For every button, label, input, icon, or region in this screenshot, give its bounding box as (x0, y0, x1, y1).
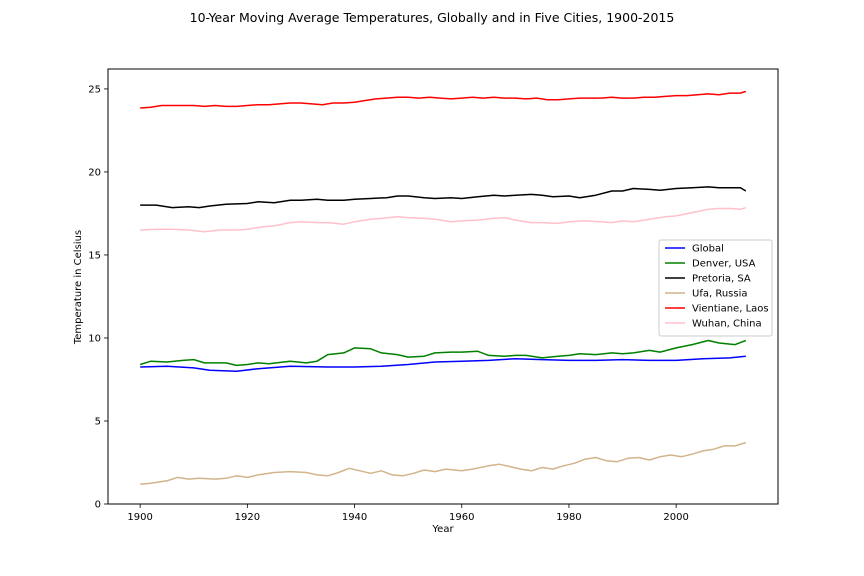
series-line-3 (140, 441, 747, 485)
series-line-2 (140, 186, 747, 209)
plot-frame (107, 68, 779, 505)
y-tick-label-4: 20 (88, 167, 101, 178)
y-axis-label: Temperature in Celsius (73, 230, 84, 345)
legend-label-1: Denver, USA (692, 259, 756, 270)
series-line-4 (140, 90, 747, 109)
legend: Global Denver, USA Pretoria, SA Ufa, Russia… (658, 239, 773, 337)
legend-label-0: Global (692, 244, 724, 255)
x-tick-label-0: 1900 (127, 512, 152, 523)
legend-label-2: Pretoria, SA (692, 274, 751, 285)
x-axis-label: Year (431, 524, 454, 535)
legend-label-4: Vientiane, Laos (692, 304, 769, 315)
y-tick-label-2: 10 (88, 333, 101, 344)
x-axis: 1900 1920 1940 1960 1980 2000 (127, 504, 689, 523)
y-axis: 0 5 10 15 20 25 (88, 84, 108, 511)
x-tick-label-4: 1980 (556, 512, 581, 523)
x-tick-label-5: 2000 (663, 512, 688, 523)
chart-title: 10-Year Moving Average Temperatures, Glo… (190, 10, 675, 25)
legend-label-5: Wuhan, China (692, 319, 762, 330)
y-tick-label-0: 0 (95, 500, 101, 511)
legend-box (658, 239, 773, 337)
y-tick-label-3: 15 (88, 250, 101, 261)
y-tick-label-1: 5 (95, 416, 101, 427)
series-layer (139, 90, 747, 485)
legend-label-3: Ufa, Russia (692, 289, 748, 300)
series-line-5 (140, 206, 747, 233)
series-line-0 (140, 355, 746, 372)
x-tick-label-2: 1940 (342, 512, 367, 523)
x-tick-label-3: 1960 (449, 512, 474, 523)
y-tick-label-5: 25 (88, 84, 101, 95)
x-tick-label-1: 1920 (235, 512, 260, 523)
series-line-1 (139, 339, 747, 367)
